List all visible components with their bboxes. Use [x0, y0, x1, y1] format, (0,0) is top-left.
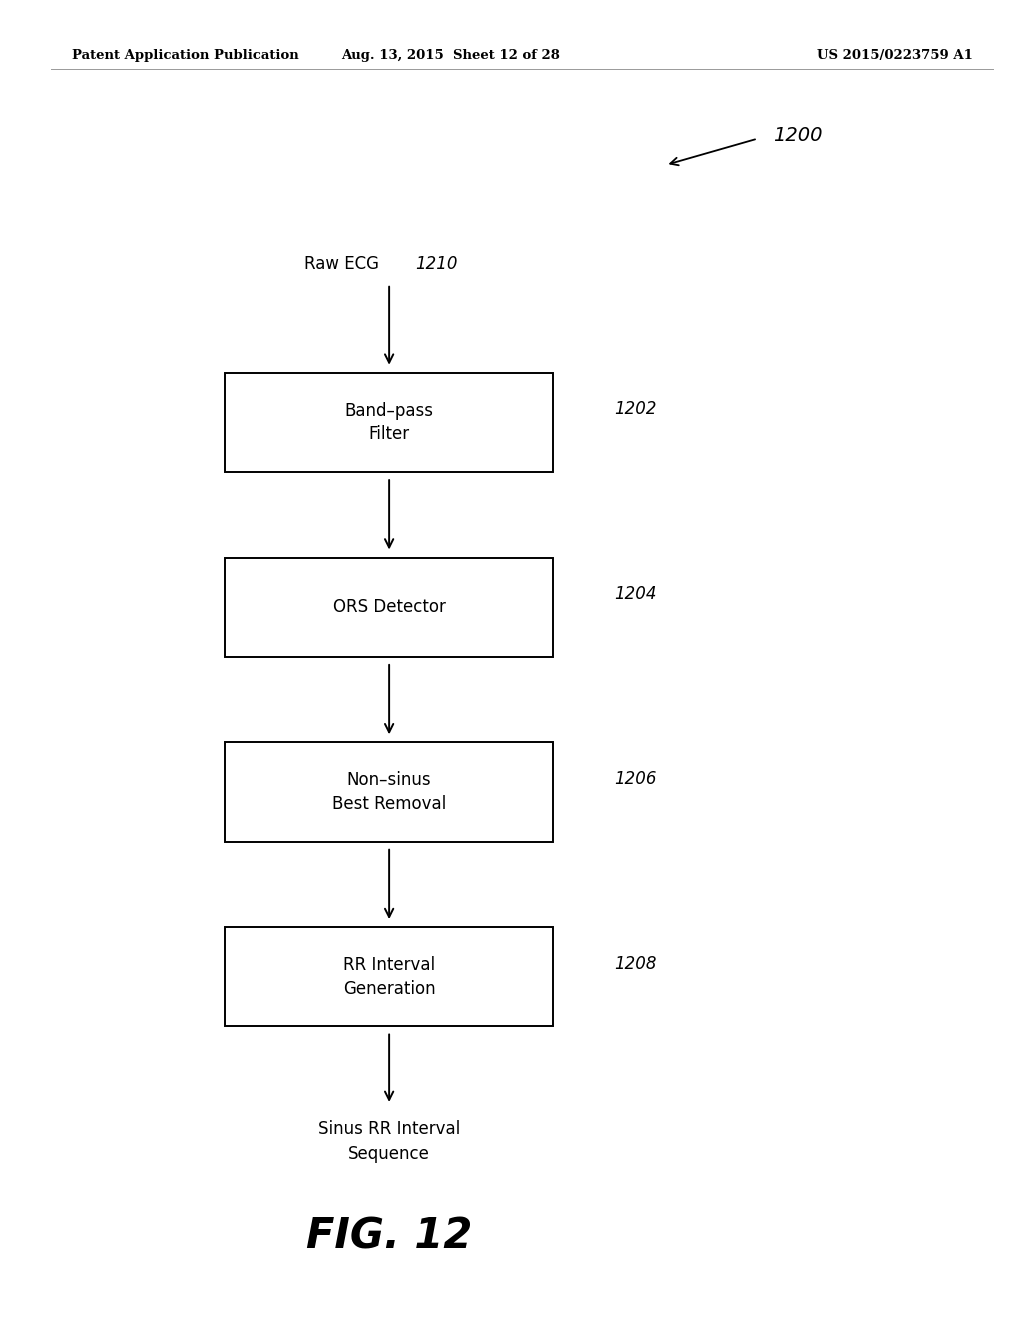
Text: Raw ECG: Raw ECG	[304, 255, 379, 273]
Text: 1208: 1208	[614, 954, 657, 973]
Text: Sinus RR Interval
Sequence: Sinus RR Interval Sequence	[318, 1121, 460, 1163]
FancyBboxPatch shape	[225, 742, 553, 842]
FancyBboxPatch shape	[225, 557, 553, 656]
Text: 1200: 1200	[773, 127, 822, 145]
Text: ORS Detector: ORS Detector	[333, 598, 445, 616]
Text: Non–sinus
Best Removal: Non–sinus Best Removal	[332, 771, 446, 813]
Text: US 2015/0223759 A1: US 2015/0223759 A1	[817, 49, 973, 62]
Text: 1202: 1202	[614, 400, 657, 418]
FancyBboxPatch shape	[225, 927, 553, 1027]
Text: Band–pass
Filter: Band–pass Filter	[345, 401, 433, 444]
Text: RR Interval
Generation: RR Interval Generation	[343, 956, 435, 998]
Text: FIG. 12: FIG. 12	[306, 1216, 472, 1258]
Text: 1204: 1204	[614, 585, 657, 603]
Text: Aug. 13, 2015  Sheet 12 of 28: Aug. 13, 2015 Sheet 12 of 28	[341, 49, 560, 62]
Text: Patent Application Publication: Patent Application Publication	[72, 49, 298, 62]
Text: 1210: 1210	[415, 255, 458, 273]
FancyBboxPatch shape	[225, 372, 553, 471]
Text: 1206: 1206	[614, 770, 657, 788]
